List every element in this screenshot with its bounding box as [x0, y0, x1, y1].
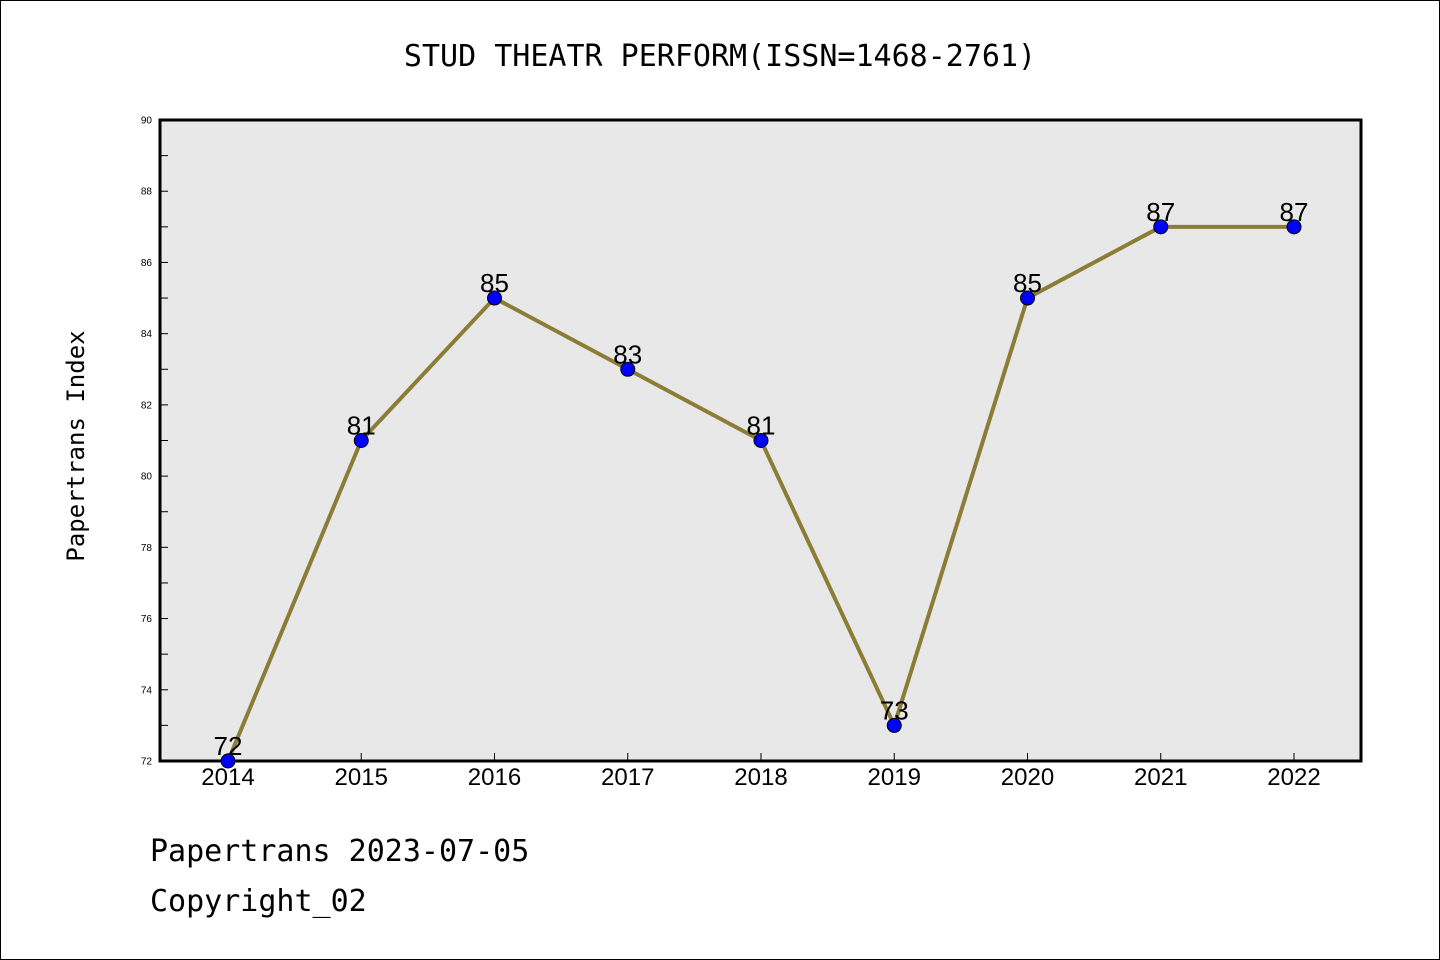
y-tick-label: 76	[141, 614, 153, 625]
y-axis: 72 74 76 78 80 82 84 86 88 90	[141, 116, 168, 768]
x-tick-label: 2018	[734, 764, 787, 791]
y-tick-label: 88	[141, 187, 153, 198]
y-tick-label: 78	[141, 543, 153, 554]
data-point	[1153, 219, 1169, 235]
data-label: 87	[1280, 197, 1309, 227]
y-tick-label: 90	[141, 116, 153, 127]
x-tick-label: 2015	[335, 764, 388, 791]
chart-title: STUD THEATR PERFORM(ISSN=1468-2761)	[404, 39, 1036, 74]
series-group: 72 81 85 83 81 73 85 87 87	[214, 197, 1309, 769]
data-point	[1020, 290, 1035, 306]
data-point	[753, 433, 769, 448]
data-label: 73	[880, 695, 909, 725]
footer-date: Papertrans 2023-07-05	[150, 834, 530, 869]
x-tick-label: 2022	[1267, 764, 1320, 791]
data-label: 81	[747, 411, 776, 441]
x-tick-label: 2020	[1001, 764, 1054, 791]
y-tick-label: 82	[141, 400, 153, 411]
x-tick-label: 2019	[868, 764, 921, 791]
data-label: 81	[347, 411, 376, 441]
x-tick-label: 2021	[1134, 764, 1187, 791]
data-label: 87	[1146, 197, 1175, 227]
data-point	[487, 290, 502, 306]
x-axis: 2014 2015 2016 2017 2018 2019 2020 2021 2022	[201, 753, 1321, 791]
data-label: 85	[480, 268, 509, 298]
data-point	[220, 753, 236, 769]
data-point	[1286, 219, 1302, 235]
y-tick-label: 74	[141, 685, 153, 696]
y-tick-label: 80	[141, 472, 153, 483]
y-axis-label: Papertrans Index	[62, 330, 90, 561]
y-tick-label: 84	[141, 329, 153, 340]
data-label: 72	[214, 731, 243, 761]
x-tick-label: 2017	[601, 764, 654, 791]
y-tick-label: 86	[141, 258, 153, 269]
y-tick-label: 72	[141, 757, 153, 768]
data-point	[620, 361, 636, 377]
data-label: 85	[1013, 268, 1042, 298]
x-tick-label: 2016	[468, 764, 521, 791]
data-label: 83	[613, 339, 642, 369]
data-point	[886, 717, 902, 733]
footer-copyright: Copyright_02	[150, 884, 367, 919]
data-point	[353, 433, 369, 448]
